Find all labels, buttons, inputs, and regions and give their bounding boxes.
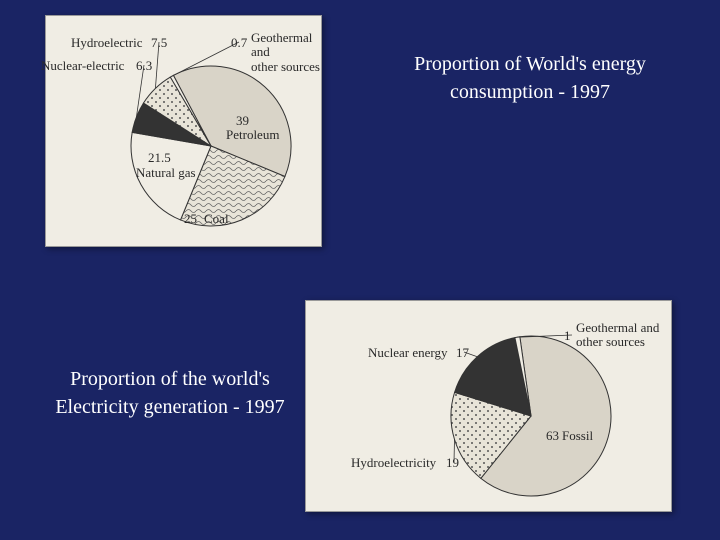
- pie-chart-energy-consumption: 39Petroleum25Coal21.5Natural gas6.3Nucle…: [45, 15, 322, 247]
- slice-value: 17: [456, 346, 469, 360]
- caption1-line1: Proportion of World's energy: [414, 53, 646, 75]
- slice-label: Hydroelectric: [71, 36, 142, 50]
- pie-chart-electricity-generation: 63Fossil 19 Hydroelectricity 17 Nuclear ener…: [305, 300, 672, 512]
- slice-value: 21.5: [148, 151, 171, 165]
- slice-value: 63: [546, 429, 559, 443]
- slice-label: Hydroelectricity: [351, 456, 436, 470]
- slice-value: 6.3: [136, 59, 152, 73]
- caption2-line2: Electricity generation - 1997: [55, 396, 284, 418]
- slice-label: Petroleum: [226, 128, 279, 142]
- slice-label: Nuclear energy: [368, 346, 448, 360]
- slice-value: 19: [446, 456, 459, 470]
- slice-value: 25: [184, 212, 197, 226]
- slice-label: Geothermal andother sources: [251, 31, 321, 74]
- slice-label: Coal: [204, 212, 229, 226]
- slice-value: 1: [564, 329, 571, 343]
- slice-label: Natural gas: [136, 166, 196, 180]
- slice-label: Nuclear-electric: [41, 59, 124, 73]
- slice-value: 7.5: [151, 36, 167, 50]
- caption-energy-consumption: Proportion of World's energy consumption…: [380, 50, 680, 106]
- caption-electricity-generation: Proportion of the world's Electricity ge…: [30, 365, 310, 421]
- caption2-line1: Proportion of the world's: [70, 368, 270, 390]
- slice-value: 0.7: [231, 36, 247, 50]
- slice-label: Geothermal andother sources: [576, 321, 659, 350]
- slice-label: Fossil: [562, 429, 593, 443]
- caption1-line2: consumption - 1997: [450, 81, 610, 103]
